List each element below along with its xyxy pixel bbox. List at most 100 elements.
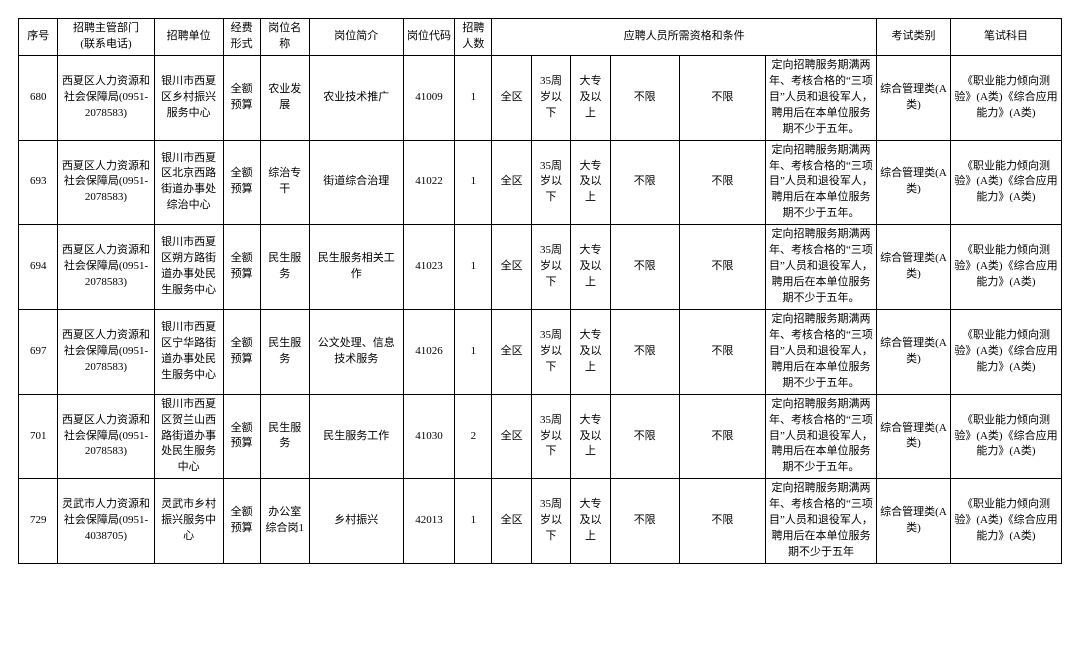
cell-unit: 银川市西夏区朔方路街道办事处民生服务中心 <box>154 225 223 310</box>
cell-unit: 灵武市乡村振兴服务中心 <box>154 479 223 564</box>
cell-fund: 全额预算 <box>223 394 260 479</box>
table-row: 697西夏区人力资源和社会保障局(0951-2078583)银川市西夏区宁华路街… <box>19 309 1062 394</box>
cell-post: 综治专干 <box>260 140 309 225</box>
cell-exam: 综合管理类(A类) <box>876 309 950 394</box>
cell-code: 41023 <box>403 225 455 310</box>
recruitment-table: 序号招聘主管部门(联系电话)招聘单位经费形式岗位名称岗位简介岗位代码招聘人数应聘… <box>18 18 1062 564</box>
cell-post: 民生服务 <box>260 309 309 394</box>
cell-post: 农业发展 <box>260 55 309 140</box>
cell-post: 民生服务 <box>260 225 309 310</box>
col-header-subj: 笔试科目 <box>950 19 1061 56</box>
cell-q4: 不限 <box>610 225 679 310</box>
cell-desc: 乡村振兴 <box>309 479 403 564</box>
cell-dept: 西夏区人力资源和社会保障局(0951-2078583) <box>58 140 154 225</box>
cell-q3: 大专及以上 <box>571 225 610 310</box>
cell-exam: 综合管理类(A类) <box>876 55 950 140</box>
cell-dept: 西夏区人力资源和社会保障局(0951-2078583) <box>58 55 154 140</box>
cell-q1: 全区 <box>492 394 531 479</box>
cell-subj: 《职业能力倾向测验》(A类)《综合应用能力》(A类) <box>950 55 1061 140</box>
cell-subj: 《职业能力倾向测验》(A类)《综合应用能力》(A类) <box>950 309 1061 394</box>
cell-seq: 693 <box>19 140 58 225</box>
cell-fund: 全额预算 <box>223 479 260 564</box>
cell-dept: 灵武市人力资源和社会保障局(0951-4038705) <box>58 479 154 564</box>
cell-seq: 680 <box>19 55 58 140</box>
cell-seq: 729 <box>19 479 58 564</box>
cell-q6: 定向招聘服务期满两年、考核合格的“三项目”人员和退役军人，聘用后在本单位服务期不… <box>766 479 877 564</box>
cell-unit: 银川市西夏区宁华路街道办事处民生服务中心 <box>154 309 223 394</box>
cell-subj: 《职业能力倾向测验》(A类)《综合应用能力》(A类) <box>950 225 1061 310</box>
cell-code: 41026 <box>403 309 455 394</box>
cell-q1: 全区 <box>492 309 531 394</box>
col-header-dept: 招聘主管部门(联系电话) <box>58 19 154 56</box>
col-header-exam: 考试类别 <box>876 19 950 56</box>
cell-num: 1 <box>455 225 492 310</box>
cell-q3: 大专及以上 <box>571 479 610 564</box>
table-row: 729灵武市人力资源和社会保障局(0951-4038705)灵武市乡村振兴服务中… <box>19 479 1062 564</box>
cell-q4: 不限 <box>610 55 679 140</box>
cell-q6: 定向招聘服务期满两年、考核合格的“三项目”人员和退役军人，聘用后在本单位服务期不… <box>766 140 877 225</box>
cell-q6: 定向招聘服务期满两年、考核合格的“三项目”人员和退役军人，聘用后在本单位服务期不… <box>766 55 877 140</box>
cell-q1: 全区 <box>492 55 531 140</box>
cell-subj: 《职业能力倾向测验》(A类)《综合应用能力》(A类) <box>950 479 1061 564</box>
cell-q2: 35周岁以下 <box>531 55 570 140</box>
cell-q2: 35周岁以下 <box>531 225 570 310</box>
cell-code: 41009 <box>403 55 455 140</box>
col-header-num: 招聘人数 <box>455 19 492 56</box>
col-header-post: 岗位名称 <box>260 19 309 56</box>
table-row: 693西夏区人力资源和社会保障局(0951-2078583)银川市西夏区北京西路… <box>19 140 1062 225</box>
cell-dept: 西夏区人力资源和社会保障局(0951-2078583) <box>58 309 154 394</box>
cell-num: 1 <box>455 55 492 140</box>
cell-dept: 西夏区人力资源和社会保障局(0951-2078583) <box>58 394 154 479</box>
cell-desc: 公文处理、信息技术服务 <box>309 309 403 394</box>
col-header-seq: 序号 <box>19 19 58 56</box>
col-header-code: 岗位代码 <box>403 19 455 56</box>
cell-q6: 定向招聘服务期满两年、考核合格的“三项目”人员和退役军人，聘用后在本单位服务期不… <box>766 225 877 310</box>
cell-fund: 全额预算 <box>223 55 260 140</box>
cell-seq: 694 <box>19 225 58 310</box>
cell-q1: 全区 <box>492 479 531 564</box>
cell-desc: 街道综合治理 <box>309 140 403 225</box>
cell-desc: 民生服务工作 <box>309 394 403 479</box>
cell-unit: 银川市西夏区北京西路街道办事处综治中心 <box>154 140 223 225</box>
cell-desc: 农业技术推广 <box>309 55 403 140</box>
cell-q1: 全区 <box>492 140 531 225</box>
table-row: 680西夏区人力资源和社会保障局(0951-2078583)银川市西夏区乡村振兴… <box>19 55 1062 140</box>
cell-exam: 综合管理类(A类) <box>876 225 950 310</box>
cell-q4: 不限 <box>610 309 679 394</box>
col-header-qualifications: 应聘人员所需资格和条件 <box>492 19 877 56</box>
cell-num: 2 <box>455 394 492 479</box>
cell-q2: 35周岁以下 <box>531 309 570 394</box>
cell-q5: 不限 <box>679 309 765 394</box>
cell-subj: 《职业能力倾向测验》(A类)《综合应用能力》(A类) <box>950 140 1061 225</box>
table-row: 701西夏区人力资源和社会保障局(0951-2078583)银川市西夏区贺兰山西… <box>19 394 1062 479</box>
cell-dept: 西夏区人力资源和社会保障局(0951-2078583) <box>58 225 154 310</box>
cell-exam: 综合管理类(A类) <box>876 394 950 479</box>
cell-num: 1 <box>455 309 492 394</box>
cell-q3: 大专及以上 <box>571 394 610 479</box>
col-header-desc: 岗位简介 <box>309 19 403 56</box>
cell-post: 民生服务 <box>260 394 309 479</box>
cell-seq: 697 <box>19 309 58 394</box>
col-header-unit: 招聘单位 <box>154 19 223 56</box>
cell-num: 1 <box>455 479 492 564</box>
cell-num: 1 <box>455 140 492 225</box>
cell-q5: 不限 <box>679 394 765 479</box>
cell-q5: 不限 <box>679 55 765 140</box>
cell-q6: 定向招聘服务期满两年、考核合格的“三项目”人员和退役军人，聘用后在本单位服务期不… <box>766 394 877 479</box>
cell-fund: 全额预算 <box>223 140 260 225</box>
cell-code: 42013 <box>403 479 455 564</box>
cell-unit: 银川市西夏区贺兰山西路街道办事处民生服务中心 <box>154 394 223 479</box>
cell-q4: 不限 <box>610 140 679 225</box>
table-row: 694西夏区人力资源和社会保障局(0951-2078583)银川市西夏区朔方路街… <box>19 225 1062 310</box>
cell-q2: 35周岁以下 <box>531 140 570 225</box>
cell-q6: 定向招聘服务期满两年、考核合格的“三项目”人员和退役军人，聘用后在本单位服务期不… <box>766 309 877 394</box>
cell-q5: 不限 <box>679 479 765 564</box>
cell-fund: 全额预算 <box>223 309 260 394</box>
cell-q5: 不限 <box>679 140 765 225</box>
col-header-fund: 经费形式 <box>223 19 260 56</box>
cell-q3: 大专及以上 <box>571 55 610 140</box>
table-header-row: 序号招聘主管部门(联系电话)招聘单位经费形式岗位名称岗位简介岗位代码招聘人数应聘… <box>19 19 1062 56</box>
cell-q2: 35周岁以下 <box>531 479 570 564</box>
cell-exam: 综合管理类(A类) <box>876 479 950 564</box>
cell-q4: 不限 <box>610 479 679 564</box>
